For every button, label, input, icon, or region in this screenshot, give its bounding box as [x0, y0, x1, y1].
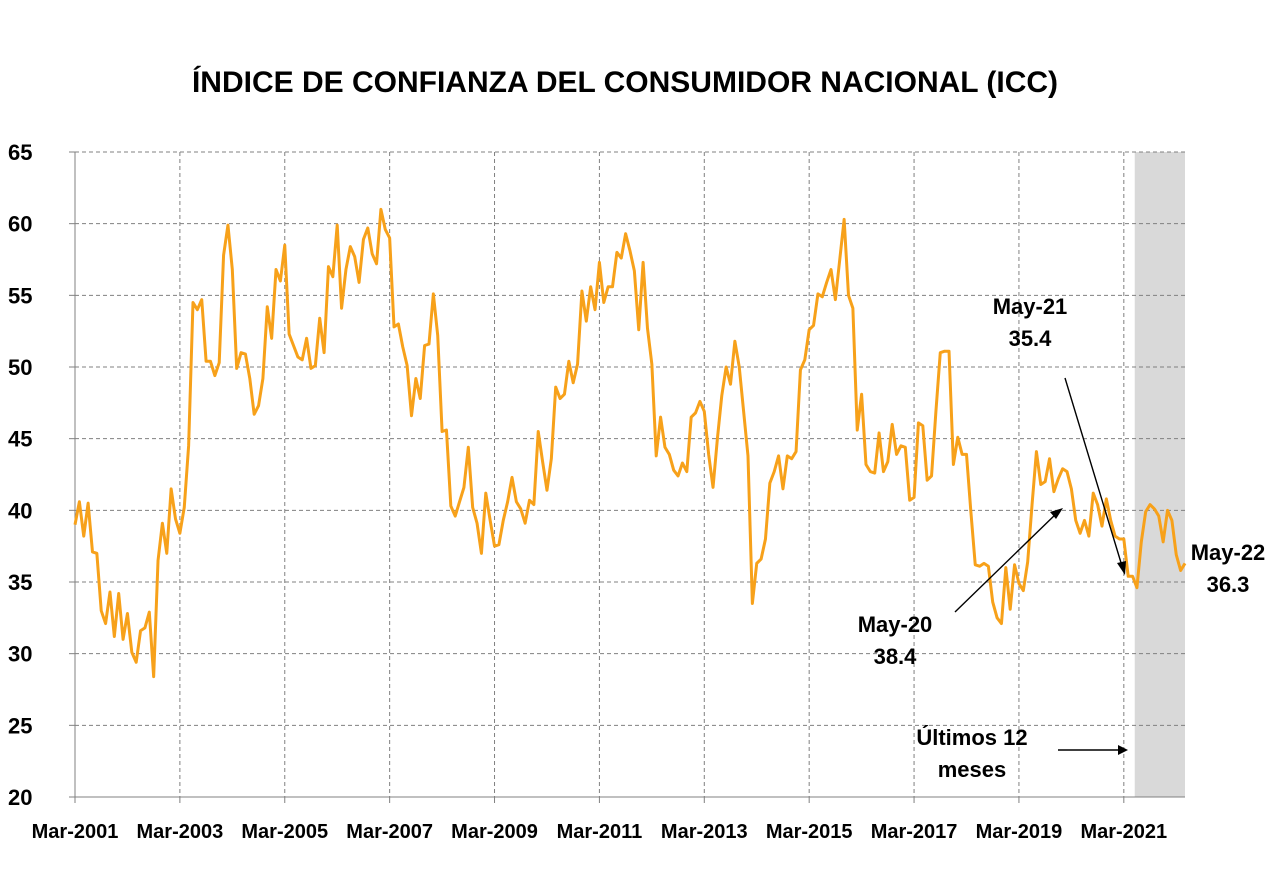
shaded-last-12-months	[1134, 152, 1185, 797]
x-tick-label: Mar-2015	[766, 821, 853, 843]
annotation-may20-arrow	[954, 511, 1059, 613]
annotation-may20-value: 38.4	[874, 644, 918, 669]
x-tick-label: Mar-2019	[976, 821, 1063, 843]
annotation-may22-label: May-22	[1191, 540, 1266, 565]
annotation-may20-arrowhead	[1050, 508, 1063, 519]
annotation-may21-label: May-21	[993, 294, 1068, 319]
y-tick-label: 65	[8, 140, 32, 165]
chart-title: ÍNDICE DE CONFIANZA DEL CONSUMIDOR NACIO…	[192, 65, 1058, 99]
annotation-may21-arrowhead	[1117, 561, 1126, 575]
x-tick-label: Mar-2017	[871, 821, 958, 843]
x-tick-label: Mar-2003	[137, 821, 224, 843]
y-tick-label: 25	[8, 713, 32, 738]
series-line	[73, 207, 1187, 679]
x-tick-labels: Mar-2001 Mar-2003 Mar-2005 Mar-2007 Mar-2009…	[32, 821, 1168, 843]
annotation-may22: May-22 36.3	[1191, 540, 1266, 597]
y-tick-label: 45	[8, 427, 32, 452]
x-tick-label: Mar-2009	[451, 821, 538, 843]
annotation-may21-arrow	[1064, 377, 1123, 567]
x-tick-label: Mar-2005	[241, 821, 328, 843]
annotation-may20-label: May-20	[858, 612, 933, 637]
y-tick-label: 30	[8, 642, 32, 667]
annotation-may21: May-21 35.4	[993, 294, 1126, 575]
y-tick-label: 20	[8, 785, 32, 810]
axes	[74, 152, 1185, 798]
last-12-months-label-line1: Últimos 12	[916, 725, 1027, 750]
y-tick-label: 40	[8, 498, 32, 523]
x-tick-label: Mar-2007	[346, 821, 433, 843]
annotation-may20: May-20 38.4	[858, 508, 1063, 669]
x-tick-label: Mar-2001	[32, 821, 119, 843]
y-tick-label: 60	[8, 212, 32, 237]
last-12-months-note: Últimos 12 meses	[916, 725, 1128, 782]
x-tick-label: Mar-2011	[557, 821, 643, 843]
y-tick-label: 35	[8, 570, 32, 595]
annotation-may21-value: 35.4	[1009, 326, 1053, 351]
y-tick-label: 55	[8, 283, 32, 308]
x-tick-label: Mar-2021	[1080, 821, 1167, 843]
y-tick-labels: 20 25 30 35 40 45 50 55 60 65	[8, 140, 32, 810]
last-12-months-arrowhead	[1118, 745, 1128, 755]
y-tick-label: 50	[8, 355, 32, 380]
x-tick-label: Mar-2013	[661, 821, 748, 843]
last-12-months-label-line2: meses	[938, 757, 1007, 782]
annotation-may22-value: 36.3	[1207, 572, 1250, 597]
